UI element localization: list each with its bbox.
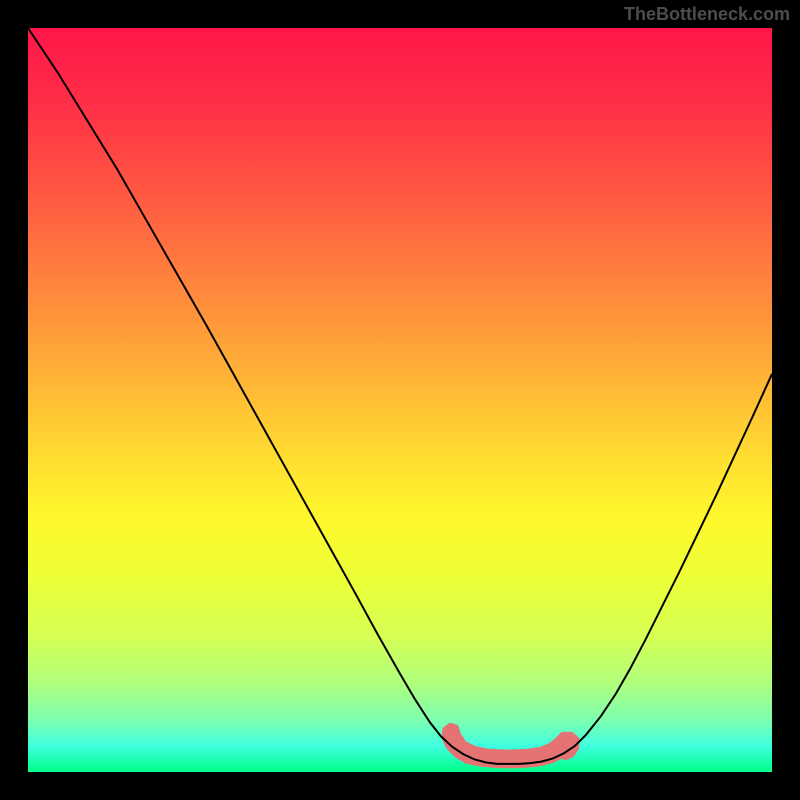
chart-canvas <box>0 0 800 800</box>
plot-background <box>28 28 772 772</box>
watermark-label: TheBottleneck.com <box>624 4 790 25</box>
